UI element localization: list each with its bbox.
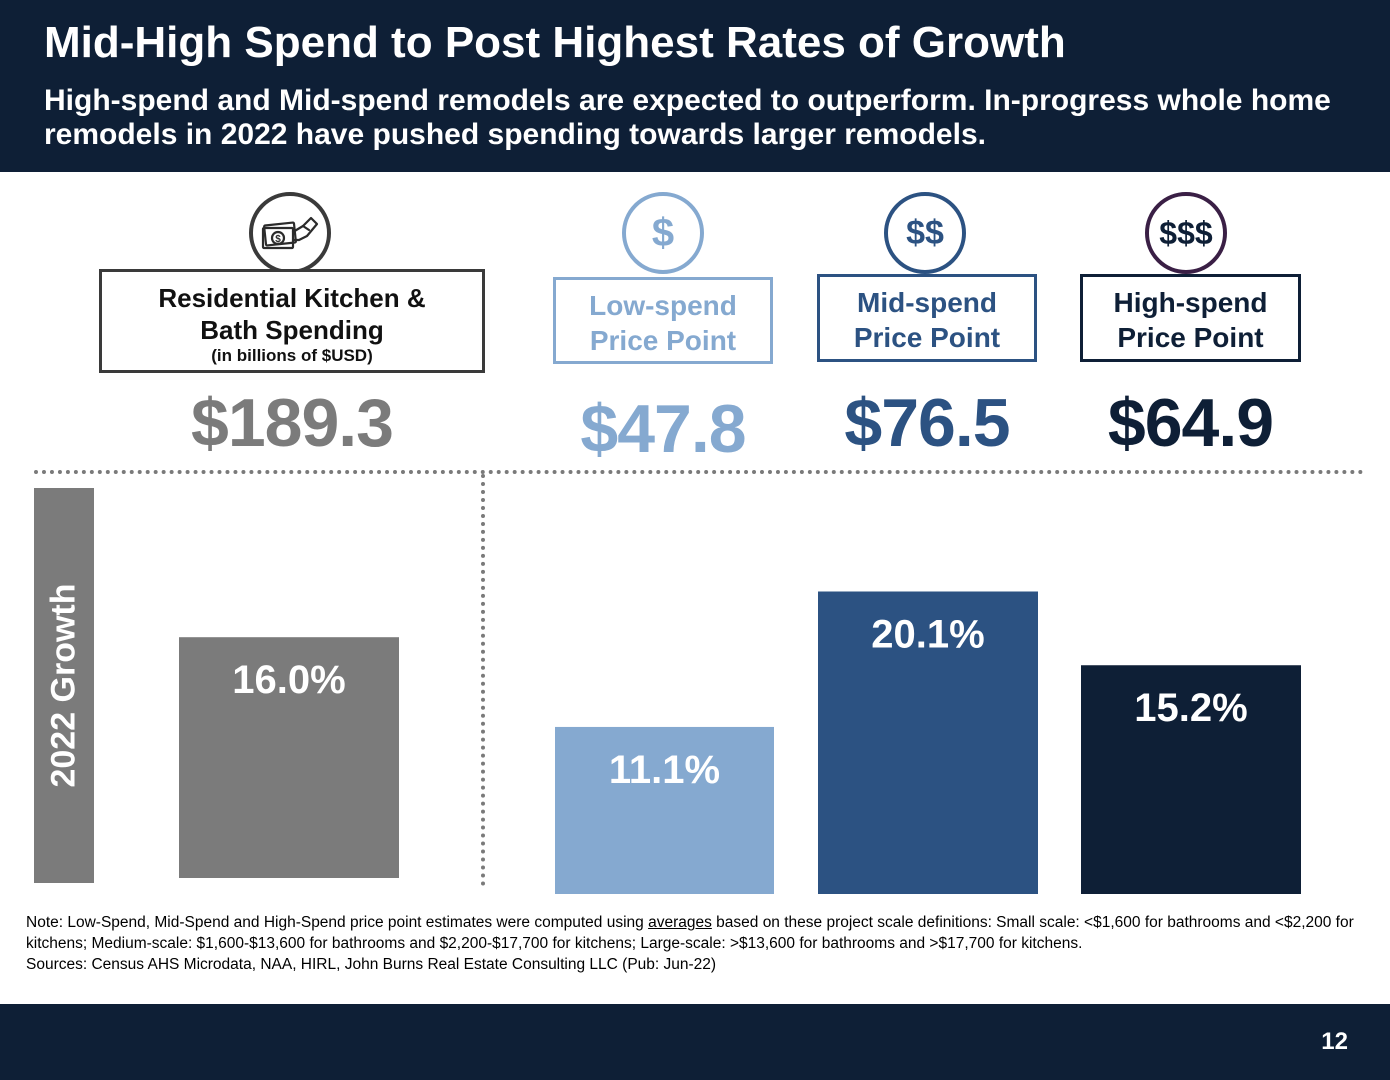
- high-spend-value: $64.9: [1107, 385, 1274, 461]
- low-spend-label-line2: Price Point: [589, 325, 737, 356]
- footnote-text: Note: Low-Spend, Mid-Spend and High-Spen…: [26, 912, 1366, 954]
- high-spend-label-line2: Price Point: [1117, 322, 1264, 353]
- footnote: Note: Low-Spend, Mid-Spend and High-Spen…: [26, 912, 1366, 975]
- vertical-divider: [481, 474, 485, 886]
- mid-spend-label-line1: Mid-spend: [857, 287, 997, 318]
- low-spend-label-line1: Low-spend: [589, 290, 737, 321]
- dollar-double-icon: $$: [884, 192, 966, 274]
- svg-text:$: $: [275, 234, 281, 245]
- total-label-line1: Residential Kitchen &: [158, 283, 426, 313]
- total-label-note: (in billions of $USD): [211, 346, 373, 365]
- low-spend-label-box: Low-spend Price Point: [553, 277, 773, 364]
- growth-bar-chart: 16.0% 11.1% 20.1% 15.2%: [179, 591, 1301, 894]
- dollar-single-icon: $: [622, 192, 704, 274]
- dollar-triple-icon: $$$: [1145, 192, 1227, 274]
- note-prefix: Note: Low-Spend, Mid-Spend and High-Spen…: [26, 914, 649, 931]
- low-spend-growth-bar: [555, 726, 774, 894]
- high-spend-label-box: High-spend Price Point: [1080, 274, 1301, 362]
- page-subtitle: High-spend and Mid-spend remodels are ex…: [44, 84, 1331, 151]
- total-spending-value: $189.3: [191, 385, 394, 461]
- footer-banner: [0, 1004, 1390, 1080]
- sources-text: Sources: Census AHS Microdata, NAA, HIRL…: [26, 956, 717, 973]
- note-suffix: based on these project scale definitions…: [26, 914, 1354, 952]
- high-spend-label-line1: High-spend: [1113, 287, 1268, 318]
- high-spend-growth-label: 15.2%: [1134, 686, 1247, 730]
- mid-spend-value: $76.5: [844, 385, 1010, 461]
- page-number: 12: [1321, 1028, 1348, 1055]
- mid-spend-label-box: Mid-spend Price Point: [817, 274, 1037, 362]
- mid-spend-growth-label: 20.1%: [871, 612, 984, 656]
- mid-spend-growth-bar: [818, 591, 1038, 894]
- growth-label-bar: [34, 488, 94, 883]
- mid-spend-label-line2: Price Point: [853, 322, 1001, 353]
- total-label-box: Residential Kitchen & Bath Spending (in …: [99, 269, 485, 373]
- low-spend-growth-label: 11.1%: [609, 748, 720, 792]
- high-spend-growth-bar: [1081, 665, 1301, 894]
- total-label-line2: Bath Spending: [200, 315, 384, 345]
- horizontal-divider: [34, 470, 1364, 474]
- total-growth-label: 16.0%: [232, 658, 345, 702]
- page-title: Mid-High Spend to Post Highest Rates of …: [44, 18, 1066, 67]
- low-spend-value: $47.8: [580, 391, 746, 467]
- header-banner: [0, 0, 1390, 172]
- note-underlined: averages: [648, 914, 712, 931]
- money-hand-icon: $: [249, 192, 331, 274]
- total-growth-bar: [179, 637, 399, 878]
